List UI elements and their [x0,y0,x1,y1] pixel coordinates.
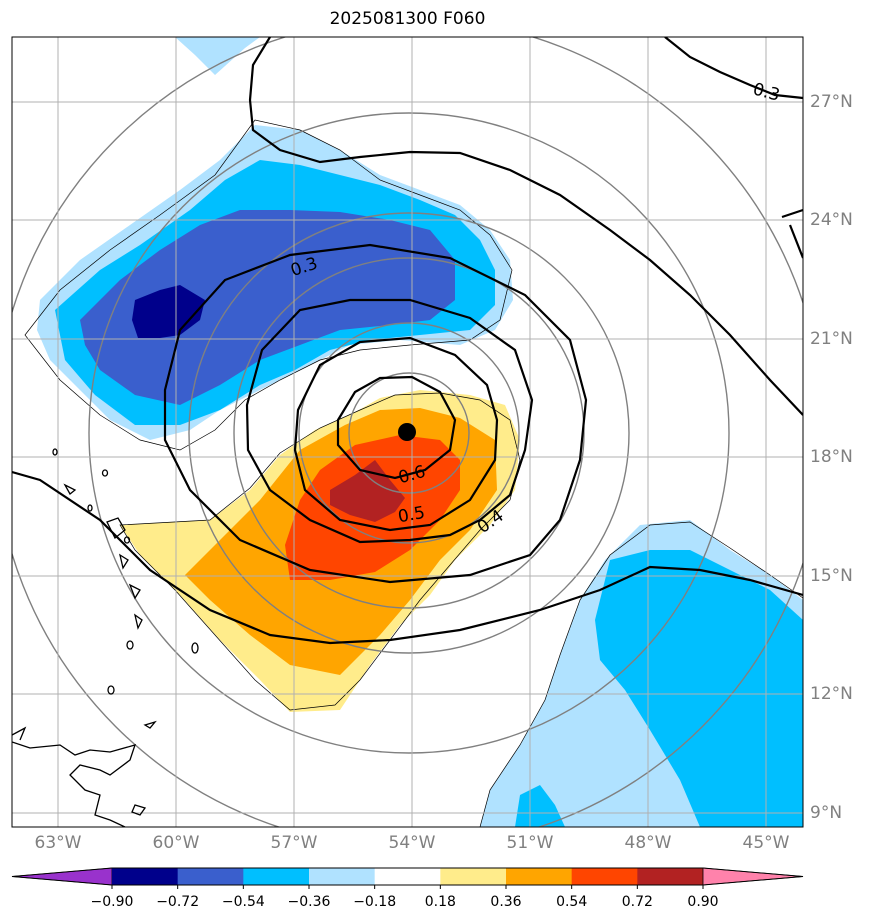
contour-0.4 [245,298,534,544]
lat-tick-label: 12°N [810,684,853,704]
contour-label: 0.5 [396,503,426,527]
lon-tick-label: 54°W [388,833,436,853]
lon-tick-label: 48°W [624,833,672,853]
colorbar-tick-label: 0.36 [490,894,522,910]
contour-0.3-ne [664,37,803,100]
neg-anomaly-cyan-se [595,550,803,827]
lat-tick-label: 9°N [810,803,843,823]
lon-tick-label: 63°W [34,833,82,853]
map-title: 2025081300 F060 [329,9,486,29]
lon-tick-label: 51°W [506,833,554,853]
contour-ne-corner [781,208,803,259]
contour-0.6 [336,375,457,480]
colorbar-tick-label: 0.18 [424,894,456,910]
neg-anomaly-cyan-se-small [515,785,565,827]
colorbar-tick-label: −0.72 [156,894,200,910]
colorbar-tick-label: 0.72 [621,894,653,910]
colorbar-tick-label: 0.54 [556,894,588,910]
colorbar-tick-label: −0.54 [221,894,265,910]
neg-anomaly-lightblue-top [175,37,260,75]
lat-tick-label: 15°N [810,566,853,586]
colorbar-tick-label: −0.18 [353,894,397,910]
colorbar-tick-label: 0.90 [687,894,719,910]
lat-tick-label: 24°N [810,210,853,230]
lat-tick-label: 18°N [810,447,853,467]
lon-tick-label: 60°W [152,833,200,853]
contour-0.3-inner [163,243,588,584]
colorbar-tick-label: −0.90 [90,894,134,910]
colorbar-tick-label: −0.36 [287,894,331,910]
lat-tick-label: 21°N [810,329,853,349]
lon-tick-label: 45°W [742,833,790,853]
lon-tick-label: 57°W [270,833,318,853]
storm-center-dot [398,423,416,441]
contour-0.5 [293,336,499,532]
lat-tick-label: 27°N [810,92,853,112]
neg-anomaly-darkblue-nw [132,285,205,338]
contour-0.3-north [248,37,803,416]
